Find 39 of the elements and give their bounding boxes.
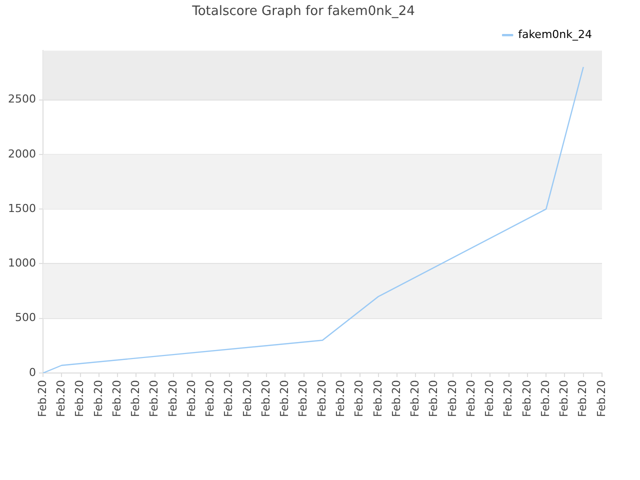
x-tick-label: Feb.20 [222,380,236,418]
x-tick-label: Feb.20 [184,380,198,418]
x-tick-label: Feb.20 [483,380,496,418]
x-tick-label: Feb.20 [576,380,590,418]
x-tick-label: Feb.20 [464,380,478,418]
x-tick-label: Feb.20 [352,380,366,418]
x-tick-label: Feb.20 [259,380,272,418]
x-tick-label: Feb.20 [240,380,254,418]
x-tick-label: Feb.20 [54,380,68,418]
x-tick-label: Feb.20 [594,380,608,418]
x-tick-label: Feb.20 [204,380,217,418]
chart-title: Totalscore Graph for fakem0nk_24 [191,4,415,20]
x-tick-label: Feb.20 [427,380,440,418]
x-tick-label: Feb.20 [73,380,86,418]
y-tick-label: 1500 [8,202,36,215]
x-tick-label: Feb.20 [315,380,328,418]
x-tick-label: Feb.20 [390,380,403,418]
x-tick-label: Feb.20 [166,380,180,418]
y-tick-label: 500 [14,311,36,324]
x-tick-label: Feb.20 [446,380,459,418]
y-tick-label: 2500 [8,92,36,106]
x-tick-label: Feb.20 [278,380,292,418]
y-tick-label: 2000 [8,147,36,160]
y-tick-label: 1000 [8,256,36,270]
x-tick-label: Feb.20 [92,380,105,418]
x-tick-label: Feb.20 [148,380,161,418]
x-tick-label: Feb.20 [296,380,310,418]
x-tick-label: Feb.20 [502,380,515,418]
x-tick-label: Feb.20 [371,380,384,418]
x-tick-label: Feb.20 [520,380,534,418]
x-tick-label: Feb.20 [334,380,347,418]
y-tick-label: 0 [28,366,36,379]
x-tick-label: Feb.20 [110,380,124,418]
x-tick-label: Feb.20 [408,380,422,418]
x-tick-label: Feb.20 [36,380,49,418]
legend-label: fakem0nk_24 [518,28,592,41]
x-tick-label: Feb.20 [558,380,571,418]
x-tick-label: Feb.20 [129,380,142,418]
x-tick-label: Feb.20 [538,380,552,418]
